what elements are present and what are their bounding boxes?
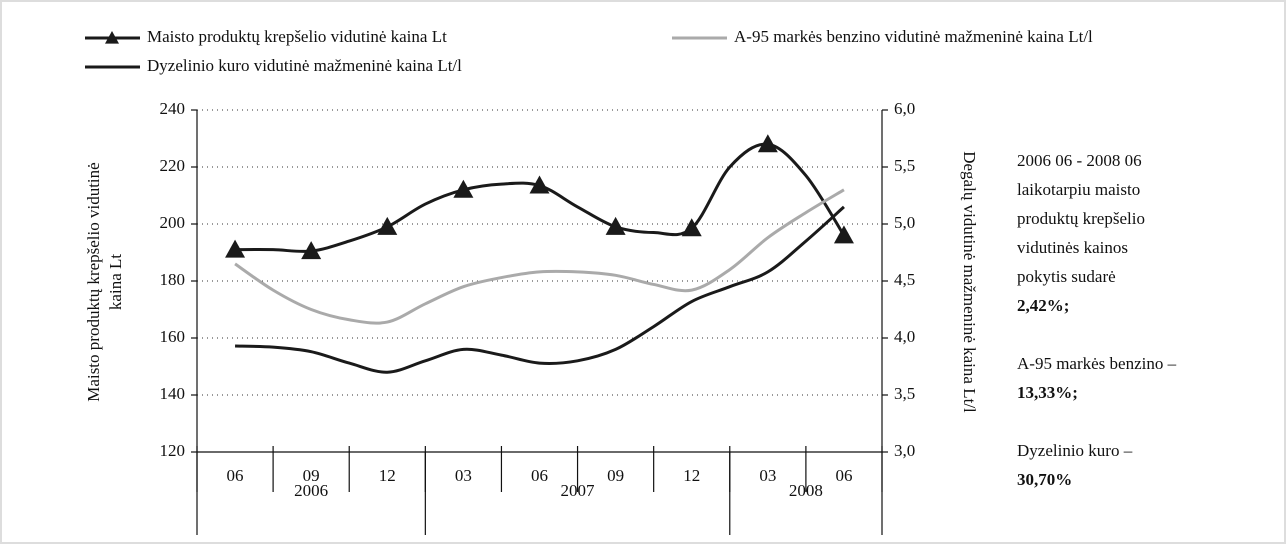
y-axis-label-line: kaina Lt [106, 254, 125, 310]
legend-marker [105, 31, 119, 44]
legend-label: Maisto produktų krepšelio vidutinė kaina… [147, 27, 447, 46]
x-tick-label: 06 [531, 466, 548, 485]
annotation-bold: 2,42%; [1017, 296, 1069, 315]
legend-label: A-95 markės benzino vidutinė mažmeninė k… [734, 27, 1093, 46]
x-tick-label: 12 [683, 466, 700, 485]
annotation-bold: 30,70% [1017, 470, 1072, 489]
marker [301, 241, 322, 260]
y-tick-label: 120 [160, 441, 186, 460]
y-tick-label: 160 [160, 327, 186, 346]
y2-tick-label: 6,0 [894, 99, 915, 118]
year-label: 2006 [294, 481, 328, 500]
annotation-text: A-95 markės benzino – [1017, 354, 1177, 373]
x-tick-label: 12 [379, 466, 396, 485]
y2-tick-label: 5,5 [894, 156, 915, 175]
y2-tick-label: 5,0 [894, 213, 915, 232]
y2-axis-label: Degalų vidutinė mažmeninė kaina Lt/l [960, 151, 979, 413]
y2-tick-label: 3,5 [894, 384, 915, 403]
y-tick-label: 140 [160, 384, 186, 403]
marker [833, 225, 854, 244]
y2-tick-label: 3,0 [894, 441, 915, 460]
x-tick-label: 06 [835, 466, 852, 485]
marker [453, 179, 474, 198]
annotation-text: produktų krepšelio [1017, 209, 1145, 228]
y-axis-label-line: Maisto produktų krepšelio vidutinė [84, 162, 103, 401]
series-line [235, 142, 846, 253]
annotation-text: vidutinės kainos [1017, 238, 1128, 257]
x-tick-label: 09 [303, 466, 320, 485]
marker [225, 239, 246, 258]
y-tick-label: 200 [160, 213, 186, 232]
year-label: 2007 [561, 481, 596, 500]
y-tick-label: 180 [160, 270, 186, 289]
marker [757, 134, 778, 153]
y-tick-label: 240 [160, 99, 186, 118]
x-tick-label: 03 [455, 466, 472, 485]
annotation-text: laikotarpiu maisto [1017, 180, 1140, 199]
marker [377, 216, 398, 235]
annotation-text: Dyzelinio kuro – [1017, 441, 1133, 460]
annotation-bold: 13,33%; [1017, 383, 1078, 402]
y2-tick-label: 4,0 [894, 327, 915, 346]
series-line [235, 205, 845, 374]
x-tick-label: 09 [607, 466, 624, 485]
annotation-text: 2006 06 - 2008 06 [1017, 151, 1142, 170]
y2-tick-label: 4,5 [894, 270, 915, 289]
annotation-text: pokytis sudarė [1017, 267, 1116, 286]
series-line [234, 188, 845, 325]
year-label: 2008 [789, 481, 823, 500]
y-tick-label: 220 [160, 156, 186, 175]
legend-label: Dyzelinio kuro vidutinė mažmeninė kaina … [147, 56, 462, 75]
x-tick-label: 06 [227, 466, 244, 485]
marker [529, 175, 550, 194]
y-axis-label: Maisto produktų krepšelio vidutinė kaina … [84, 162, 125, 401]
marker [681, 218, 702, 237]
marker [605, 216, 626, 235]
x-tick-label: 03 [759, 466, 776, 485]
